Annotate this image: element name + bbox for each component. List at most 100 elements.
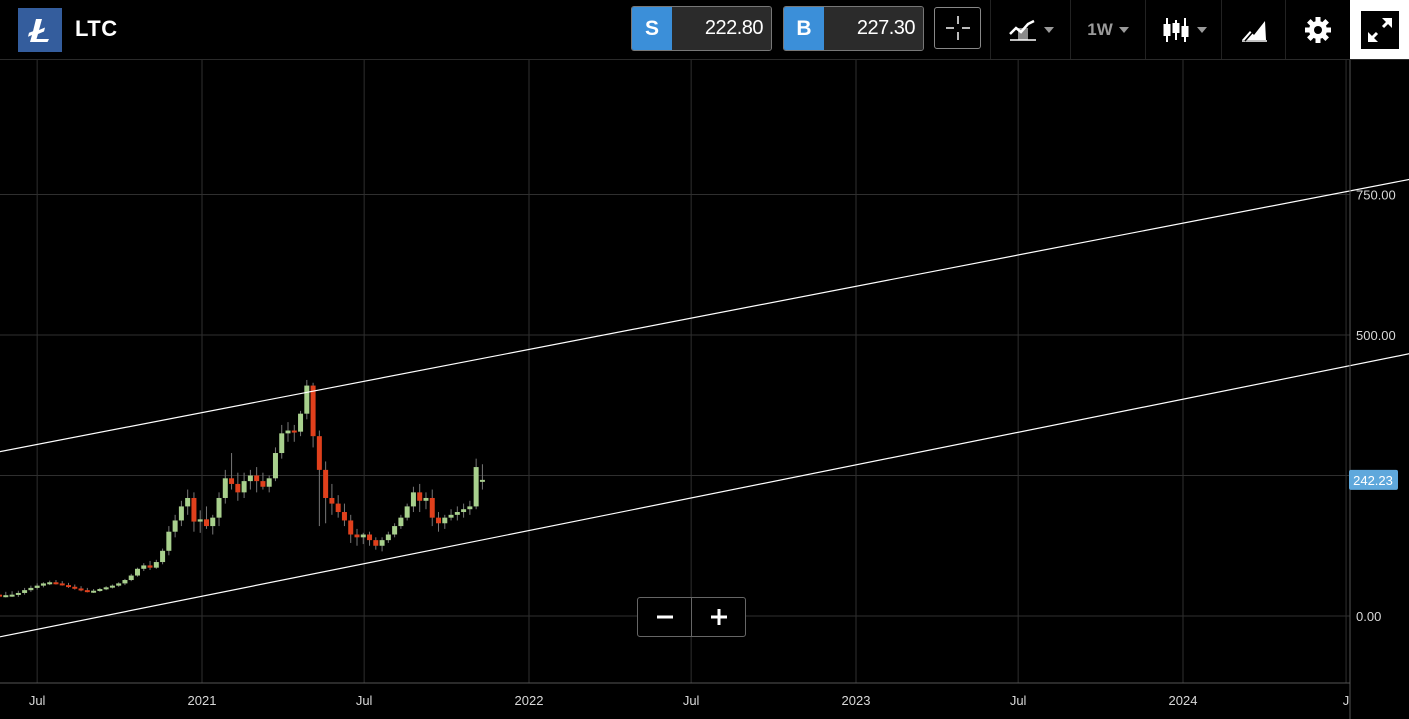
candle-body [467,506,473,510]
candle-body [473,467,479,507]
x-tick-label: 2023 [842,693,871,708]
candle-body [461,509,467,513]
candle-body [448,514,454,518]
x-tick-label: 2022 [515,693,544,708]
candle-body [91,590,97,593]
candle-body [360,534,366,538]
candle-body [122,580,128,584]
candle-body [147,565,153,568]
candle-body [348,520,354,535]
candlestick-icon [1163,17,1188,42]
buy-price: 227.30 [824,7,923,50]
candle-body [9,594,15,597]
candle-body [454,512,460,515]
candle-body [53,582,59,585]
plus-icon [710,609,727,625]
price-chart[interactable]: Jul 2021 Jul 2022 Jul 2023 Jul 2024 J 0.00 500.00 7… [0,60,1409,719]
expand-button[interactable] [1350,0,1409,59]
grid [0,60,1350,683]
candle-body [285,430,291,434]
candle-body [398,517,404,527]
candle-body [197,519,203,522]
candle-body [78,588,84,591]
axes: Jul 2021 Jul 2022 Jul 2023 Jul 2024 J 0.00 500.00 7… [0,60,1398,719]
candle-body [404,506,410,518]
drawing-icon [1241,20,1267,42]
chevron-down-icon [1043,26,1054,33]
candle-body [254,475,260,482]
candle-body [166,531,172,551]
compare-button[interactable] [990,0,1070,59]
y-tick-label: 500.00 [1356,328,1396,343]
interval-label: 1W [1087,19,1113,39]
candle-body [367,534,373,541]
drawing-tools-button[interactable] [1221,0,1285,59]
candle-body [216,497,222,518]
chevron-down-icon [1118,26,1129,33]
candle-body [479,479,485,482]
candle-body [235,483,241,493]
candle-body [392,526,398,535]
candle-body [266,478,272,487]
candle-body [22,590,28,593]
sell-price: 222.80 [672,7,771,50]
candle-body [260,481,266,487]
zoom-out-button[interactable] [637,597,692,637]
sell-button[interactable]: S 222.80 [631,6,772,51]
buy-button[interactable]: B 227.30 [783,6,924,51]
x-tick-label: Jul [1010,693,1027,708]
candle-body [385,534,391,541]
candle-body [298,413,304,432]
last-price-label: 242.23 [1353,473,1393,488]
candle-body [34,585,40,588]
y-tick-label: 750.00 [1356,188,1396,203]
candle-body [134,568,140,576]
chart-type-button[interactable] [1145,0,1221,59]
trendlines[interactable] [0,178,1409,644]
candle-body [59,583,65,586]
y-tick-label: 0.00 [1356,609,1381,624]
candle-body [84,590,90,593]
candle-body [436,517,442,524]
candle-body [442,517,448,524]
crosshair-button[interactable] [934,7,981,49]
settings-button[interactable] [1285,0,1350,59]
candle-body [272,453,278,479]
last-price-tag [1349,469,1398,490]
candle-body [72,586,78,589]
candle-body [0,594,3,597]
x-tick-label: 2021 [188,693,217,708]
candle-body [191,497,197,522]
trendline[interactable] [0,178,1409,459]
candle-body [40,583,46,586]
candle-body [335,503,341,513]
candle-body [241,481,247,493]
candle-body [141,565,147,569]
chevron-down-icon [1196,26,1207,33]
candle-body [203,519,209,527]
candle-body [103,587,109,590]
candle-body [178,506,184,521]
candle-body [354,534,360,538]
candle-body [185,497,191,507]
litecoin-icon [18,8,62,52]
candle-body [109,585,115,588]
expand-icon [1360,10,1399,49]
candle-body [160,550,166,563]
crosshair-icon [945,16,970,40]
candle-body [341,512,347,521]
symbol-title: LTC [75,16,118,41]
candle-body [222,478,228,498]
candle-body [47,582,53,585]
candle-body [304,385,310,414]
x-tick-label: Jul [683,693,700,708]
zoom-in-button[interactable] [691,597,746,637]
compare-icon [1008,19,1036,41]
candle-body [279,433,285,454]
candles [0,379,485,598]
x-tick-label: J [1343,693,1350,708]
interval-selector[interactable]: 1W [1070,0,1145,59]
candle-body [97,589,103,592]
trendline[interactable] [0,352,1409,644]
